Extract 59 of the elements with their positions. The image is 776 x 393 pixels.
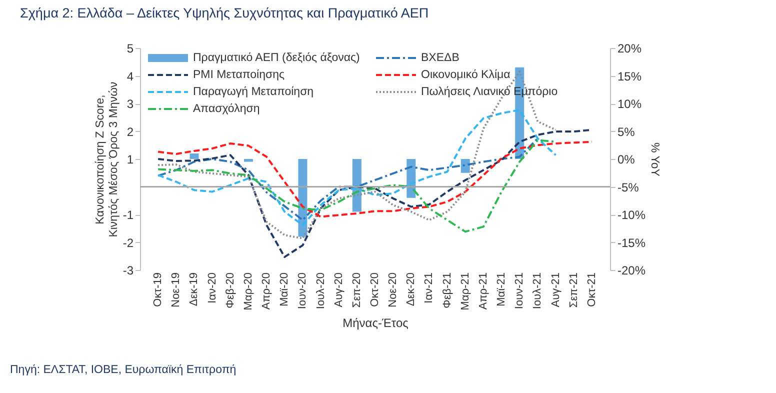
y2-tick-label: 15% [618, 69, 642, 84]
legend-label: Πραγματικό ΑΕΠ (δεξιός άξονας) [193, 52, 360, 64]
legend-label: Οικονομικό Κλίμα [421, 69, 511, 81]
y2-tick-label: 5% [618, 124, 636, 139]
y-tick-label: -1 [122, 208, 134, 222]
x-tick-label: Απρ-20 [260, 272, 273, 310]
y-tick-label: -3 [122, 264, 134, 278]
bar [190, 153, 199, 159]
x-tick-label: Νοε-20 [387, 272, 400, 308]
legend-label: Απασχόληση [193, 103, 260, 115]
y2-tick-label: 20% [618, 42, 642, 56]
x-tick-label: Μαρ-20 [242, 272, 254, 310]
y2-tick-label: 10% [618, 97, 642, 111]
y2-tick-label: -10% [618, 208, 646, 222]
x-tick-label: Αυγ-21 [550, 272, 562, 308]
y2-tick-label: -5% [618, 180, 640, 194]
y-tick-label: 5 [126, 42, 134, 56]
y-tick-label: 3 [126, 97, 134, 111]
x-tick-label: Οκτ-20 [369, 272, 381, 307]
y-tick-label: 1 [126, 152, 134, 166]
x-tick-label: Ιουν-20 [296, 272, 309, 310]
legend-label: Παραγωγή Μεταποίηση [193, 86, 314, 98]
y2-axis-title: % YoY [648, 142, 661, 177]
x-tick-label: Μαρ-21 [459, 272, 472, 310]
x-tick-label: Φεβ-20 [224, 272, 236, 308]
bar [244, 159, 253, 162]
x-tick-label: Ιαν-21 [423, 272, 436, 304]
x-tick-label: Οκτ-21 [586, 272, 598, 307]
y2-tick-label: 0% [618, 152, 636, 166]
x-tick-label: Δεκ-20 [405, 272, 418, 306]
legend-label: ΒΧΕΔΒ [421, 52, 460, 64]
x-tick-label: Μαϊ-21 [496, 272, 508, 306]
chart-title: Σχήμα 2: Ελλάδα – Δείκτες Υψηλής Συχνότητας και Πραγματικό ΑΕΠ [20, 6, 429, 20]
line-series [157, 70, 557, 240]
legend-label: PMI Μεταποίησης [193, 69, 285, 81]
y-tick-label: -2 [122, 236, 134, 250]
y-tick-label: 2 [126, 124, 134, 139]
x-tick-label: Ιαν-20 [206, 272, 218, 304]
line-series [157, 137, 539, 222]
bar [460, 159, 470, 173]
x-tick-label: Μαϊ-20 [278, 272, 291, 306]
y2-tick-label: -15% [618, 236, 646, 250]
x-tick-label: Ιουλ-21 [532, 272, 544, 310]
x-tick-label: Απρ-21 [477, 272, 490, 310]
y2-tick-label: -20% [618, 264, 646, 278]
text: Πηγή: ΕΛΣΤΑΤ, ΙΟΒΕ, Ευρωπαϊκή Επιτροπή [10, 364, 236, 376]
x-tick-label: Οκτ-19 [152, 272, 164, 307]
x-tick-label: Ιουλ-20 [314, 272, 327, 310]
x-tick-label: Σεπ-21 [568, 272, 580, 308]
x-tick-label: Φεβ-21 [441, 272, 454, 308]
y-tick-label: 4 [126, 69, 134, 84]
line-series [157, 140, 593, 218]
y-axis-title: Κανονικοποίηση Z Score, Κινητός Μέσος Όρος 3 Μηνών [94, 81, 120, 238]
x-tick-label: Αυγ-20 [332, 272, 345, 308]
x-tick-label: Ιουν-21 [514, 272, 526, 310]
x-tick-label: Σεπ-20 [350, 272, 363, 308]
x-tick-label: Δεκ-19 [188, 272, 200, 306]
x-tick-label: Νοε-19 [170, 272, 182, 308]
x-axis-title: Μήνας-Έτος [342, 316, 409, 330]
